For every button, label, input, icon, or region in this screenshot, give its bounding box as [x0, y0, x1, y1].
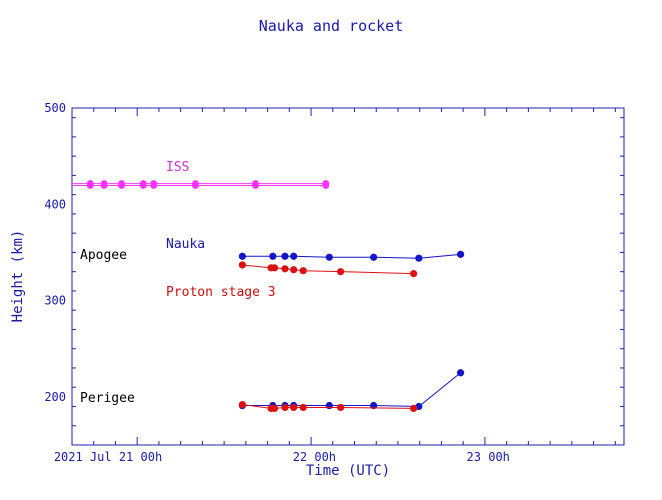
data-point [238, 400, 246, 409]
data-point [150, 182, 158, 189]
y-tick-label: 200 [44, 390, 66, 404]
data-point [269, 252, 277, 260]
y-tick-label: 400 [44, 197, 66, 211]
x-axis-label: Time (UTC) [306, 463, 390, 479]
y-axis-label: Height (km) [10, 230, 26, 323]
chart-title: Nauka and rocket [259, 17, 404, 35]
series-nauka-apogee [238, 250, 465, 262]
x-tick-labels: 2021 Jul 21 00h 22 00h 23 00h [54, 450, 510, 464]
data-point [299, 267, 307, 275]
data-point [281, 252, 289, 260]
x-tick-label: 22 00h [293, 450, 336, 464]
data-point [281, 403, 289, 412]
data-point [238, 261, 246, 269]
data-point [325, 401, 333, 410]
data-point [270, 404, 279, 413]
data-point [456, 250, 465, 258]
plot-frame [71, 107, 625, 446]
data-point [139, 182, 147, 189]
data-point [337, 268, 345, 276]
series-nauka-perigee [238, 369, 465, 411]
data-point [456, 369, 465, 377]
data-point [410, 404, 418, 413]
data-point [337, 403, 345, 412]
perigee-annotation: Perigee [80, 391, 135, 406]
data-point [410, 270, 418, 278]
x-tick-label: 23 00h [467, 450, 510, 464]
series-layer [72, 180, 465, 413]
y-tick-label: 500 [44, 101, 66, 115]
data-point [192, 182, 199, 189]
data-point [238, 252, 246, 260]
data-point [370, 253, 378, 261]
series-iss [72, 180, 330, 189]
x-tick-label: 2021 Jul 21 00h [54, 450, 162, 464]
proton-label: Proton stage 3 [166, 285, 276, 300]
y-tick-labels: 200 300 400 500 [44, 101, 66, 404]
series-proton-stage-3-apogee [238, 261, 418, 278]
data-point [299, 403, 307, 412]
nauka-label: Nauka [166, 237, 205, 252]
data-point [290, 266, 298, 274]
data-point [290, 403, 298, 412]
data-point [270, 264, 279, 272]
data-point [252, 182, 259, 189]
data-point [86, 182, 94, 189]
apogee-annotation: Apogee [80, 248, 127, 263]
y-tick-label: 300 [44, 294, 66, 308]
data-point [415, 254, 423, 262]
series-proton-stage-3-perigee [238, 400, 418, 413]
data-point [370, 401, 378, 410]
data-point [322, 182, 330, 189]
data-point [325, 253, 333, 261]
data-point [100, 182, 108, 189]
axis-ticks [71, 108, 624, 446]
data-point [290, 252, 298, 260]
data-point [281, 265, 289, 273]
data-point [118, 182, 125, 189]
series-line [242, 372, 461, 407]
iss-label: ISS [166, 160, 189, 175]
